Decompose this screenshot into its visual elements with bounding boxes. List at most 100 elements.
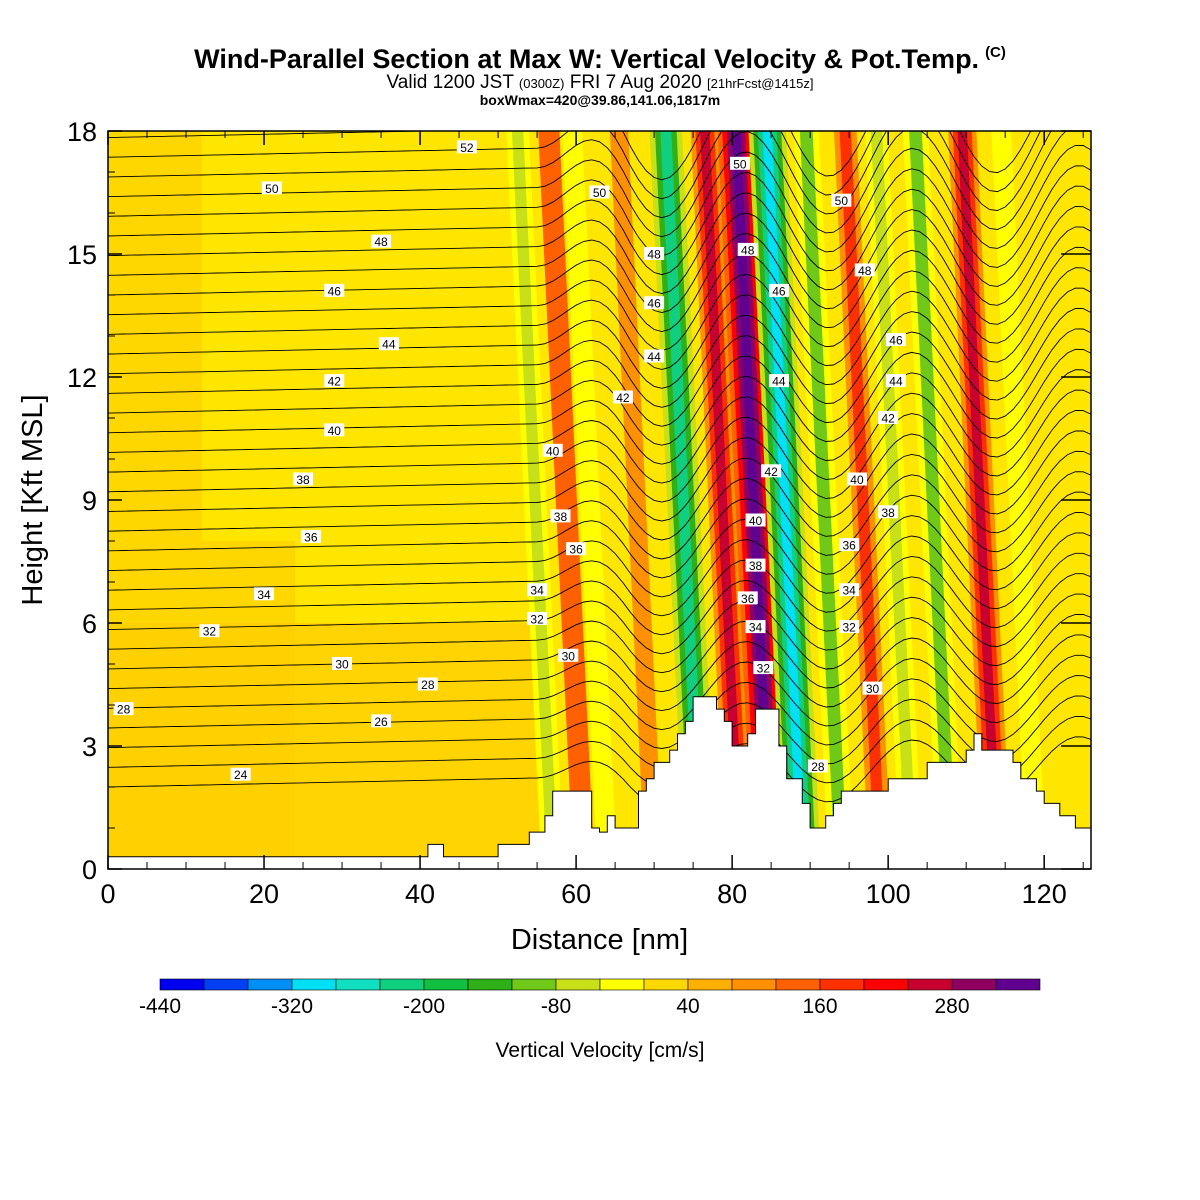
contour-label-box [729,156,750,170]
contour-label-box [589,185,610,199]
contour-label: 40 [846,472,867,487]
contour-label-box [199,624,220,638]
contour-label-box [839,538,860,552]
contour-label-box [807,759,828,773]
contour-label-text: 28 [421,678,435,692]
contour-label-box [885,333,906,347]
contour-label: 32 [839,620,860,635]
contour-label-box [862,681,883,695]
theta-contour [108,185,1091,294]
contour-label-box [527,583,548,597]
x-tick-label: 60 [561,879,591,909]
theta-contour [108,165,1091,276]
contour-label: 46 [644,296,665,311]
colorbar-tick-label: 280 [934,995,969,1018]
colorbar-swatch [995,978,1041,991]
theta-contour [108,308,1091,408]
contour-label: 44 [644,349,665,364]
contour-label: 30 [332,657,353,672]
y-tick-label: 18 [67,117,97,147]
contour-label: 28 [113,702,134,717]
contour-label: 32 [527,611,548,626]
velocity-band [991,131,1047,869]
colorbar-swatch [511,978,557,991]
theta-contour [108,410,1091,503]
contour-label: 34 [527,583,548,598]
contour-label-box [644,349,665,363]
contour-label: 46 [885,333,906,348]
contour-label: 34 [839,583,860,598]
contour-label-text: 30 [866,682,880,696]
contour-label-text: 40 [546,444,560,458]
title-text: Wind-Parallel Section at Max W: Vertical… [194,44,980,74]
velocity-band [700,131,745,869]
contour-label-box [885,374,906,388]
contour-label-text: 32 [203,625,217,639]
velocity-band [909,131,957,869]
contour-label-text: 36 [304,530,318,544]
contour-label-box [612,390,633,404]
colorbar-tick-label: 40 [676,995,699,1018]
contour-label-box [371,714,392,728]
theta-contour [108,695,1091,768]
contour-label: 46 [768,283,789,298]
theta-contour [108,491,1091,579]
forecast-tag: [21hrFcst@1415z] [707,76,814,91]
contour-label-text: 42 [616,391,630,405]
theta-contour [108,532,1091,617]
contour-label-box [846,472,867,486]
x-tick-label: 100 [866,879,911,909]
velocity-band [538,131,595,869]
contour-label-text: 48 [647,248,661,262]
contour-label: 44 [378,337,399,352]
velocity-band [799,131,848,869]
contour-label-text: 48 [858,264,872,278]
contour-label-text: 44 [647,350,661,364]
colorbar-swatch [247,978,293,991]
contour-label: 42 [324,374,345,389]
contour-label-text: 44 [382,338,396,352]
contour-label: 36 [566,542,587,557]
contour-label-text: 50 [593,186,607,200]
colorbar-tick-label: -320 [271,995,313,1018]
contour-label-box [324,374,345,388]
theta-contour [108,573,1091,655]
contour-label-box [839,583,860,597]
contour-label-text: 30 [335,658,349,672]
contour-label-text: 46 [889,334,903,348]
contour-label-box [261,181,282,195]
contour-label: 32 [199,624,220,639]
theta-contour [108,348,1091,446]
contour-label: 36 [839,538,860,553]
contour-label-box [558,648,579,662]
contour-label-box [378,337,399,351]
contour-label-text: 28 [117,703,131,717]
velocity-band [511,131,559,869]
x-axis-label: Distance [nm] [511,924,688,956]
contour-label: 42 [761,464,782,479]
theta-contour [108,226,1091,332]
colorbar-tick-label: -440 [139,995,181,1018]
x-tick-label: 80 [717,879,747,909]
x-tick-label: 120 [1022,879,1067,909]
y-axis-label: Height [Kft MSL] [17,394,49,605]
colorbar-swatch [863,978,909,991]
contour-label-text: 50 [835,194,849,208]
contour-label-box [768,374,789,388]
theta-contour [108,287,1091,389]
colorbar-swatch [291,978,337,991]
velocity-band [609,131,664,869]
contour-label-text: 26 [374,715,388,729]
y-tick-label: 6 [82,609,97,639]
colorbar-label: Vertical Velocity [cm/s] [496,1039,705,1062]
contour-label-box [550,509,571,523]
colorbar-tick-label: -80 [541,995,571,1018]
contour-label-text: 50 [733,157,747,171]
contour-label: 50 [831,193,852,208]
contour-label: 52 [456,140,477,155]
contour-label-box [417,677,438,691]
contour-label-text: 28 [811,760,825,774]
contour-label-box [644,247,665,260]
contour-label-box [737,242,758,256]
theta-contour [108,328,1091,427]
